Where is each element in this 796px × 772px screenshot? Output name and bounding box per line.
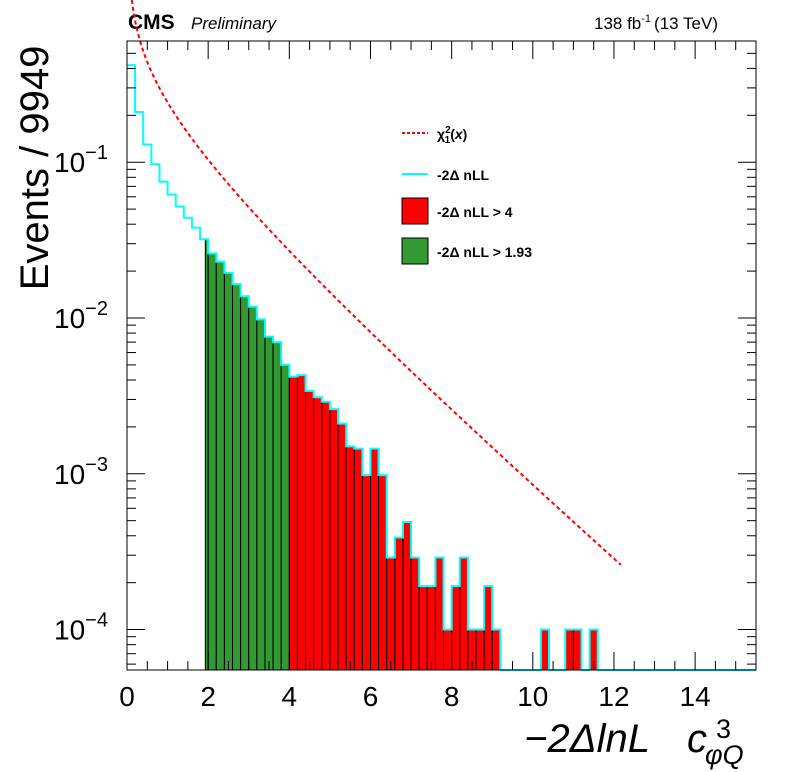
histogram-bin [272,341,282,671]
histogram-bin [345,445,355,671]
histogram-bin [443,629,453,671]
histogram-bin [305,390,315,671]
histogram-bin [572,629,583,671]
y-tick-label: 10−4 [54,610,108,646]
histogram-bin [410,557,420,671]
plot-frame [126,40,757,671]
legend-gt193-swatch [401,237,429,265]
histogram-bin [491,629,501,671]
preliminary-label: Preliminary [191,14,278,33]
histogram-bin [451,585,461,671]
histogram-bin [337,423,347,671]
histogram-bin [353,448,363,671]
histogram-bin [369,448,380,671]
histogram-bin [459,557,469,671]
x-axis-label: −2ΔlnL [524,717,650,761]
histogram-bin [540,629,550,671]
histogram-bin [215,261,225,671]
chi2-curve-layer [127,0,756,671]
histogram-bin [288,376,298,671]
histogram-bin [264,336,274,671]
histogram-bin [223,272,234,671]
x-tick-label: 4 [282,681,298,712]
nll-series-line [127,64,756,671]
y-tick-label: 10−3 [54,454,108,490]
y-tick-label: 10−1 [54,142,108,178]
histogram-bin [313,396,323,671]
histogram-layer [204,238,599,671]
legend-gt4-swatch [401,197,429,225]
histogram-bin [378,474,388,671]
x-axis-parameter: cφQ [687,717,744,770]
x-tick-label: 8 [444,681,460,712]
histogram-bin [483,585,493,671]
histogram-bin [402,521,412,671]
x-tick-label: 6 [363,681,379,712]
histogram-bin [296,374,307,671]
x-tick-label: 10 [517,681,548,712]
x-tick-label: 2 [200,681,216,712]
cms-label: CMS [128,11,175,34]
histogram-bin [394,536,404,671]
histogram-bin [248,306,258,671]
lumi-label: 138 fb-1 (13 TeV) [594,13,718,33]
legend: χ2 1(x) -2Δ nLL -2Δ nLL > 4 -2Δ nLL > 1.9… [401,125,532,265]
histogram-bin [361,474,371,671]
histogram-bin [232,283,242,671]
y-axis-label: Events / 9949 [13,46,57,291]
legend-gt193-label: -2Δ nLL > 1.93 [437,244,532,260]
histogram-bin [207,252,217,671]
histogram-bin [329,408,339,671]
histogram-bin [321,401,331,671]
legend-nll-label: -2Δ nLL [437,167,490,183]
histogram-bin [564,629,574,671]
histogram-bin [475,629,485,671]
histogram-bin [386,557,396,671]
histogram-bin [280,364,290,671]
x-axis-parameter-sup: 3 [716,714,731,744]
histogram-bin [256,318,266,671]
chi2-series-line [130,0,622,566]
x-tick-label: 12 [598,681,629,712]
histogram-bin [426,585,436,671]
y-tick-label: 10−2 [54,298,108,334]
x-tick-label: 14 [680,681,711,712]
legend-gt4-label: -2Δ nLL > 4 [437,204,513,220]
x-tick-label: 0 [119,681,135,712]
histogram-bin [240,295,250,671]
legend-chi2-label: χ2 1(x) [437,125,467,146]
axes: 0 2 4 6 8 10 12 14 10−1 10−2 10−3 10−4 [54,40,757,712]
histogram-bin [418,585,428,671]
histogram-bin [434,557,445,671]
